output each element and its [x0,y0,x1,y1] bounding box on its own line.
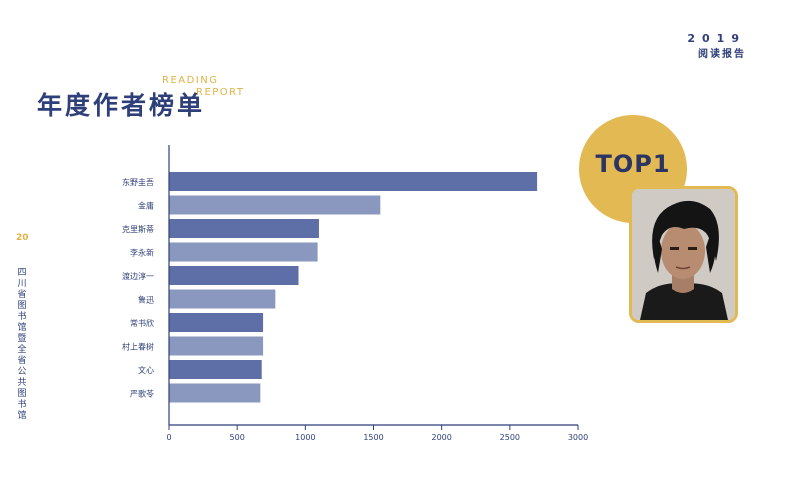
report-year: 2019 [687,32,746,45]
category-label: 村上春树 [122,342,154,352]
bar [169,195,381,215]
bar [169,289,276,309]
x-tick-label: 500 [230,433,245,442]
page-title: 年度作者榜单 [37,91,206,120]
report-subtitle: 阅读报告 [698,49,746,60]
category-label: 李永新 [130,248,154,258]
x-tick-label: 0 [166,433,171,442]
x-tick-label: 2000 [431,433,451,442]
category-label: 鲁迅 [138,295,154,305]
bar [169,172,538,191]
category-label: 东野圭吾 [122,177,154,187]
category-label: 克里斯蒂 [122,224,154,234]
title-english-line1: READING [162,75,219,86]
x-tick-label: 3000 [568,433,588,442]
bar [169,360,262,379]
bar [169,383,261,403]
title-english-line2: REPORT [196,87,245,98]
side-organization-label: 四川省图书馆暨全省公共图书馆 [17,268,27,421]
side-page-number: 20 [16,233,29,243]
category-label: 金庸 [138,201,154,211]
x-tick-label: 2500 [500,433,520,442]
author-photo [629,186,738,323]
bar [169,313,264,332]
x-tick-label: 1000 [295,433,315,442]
bar [169,242,318,262]
bar [169,336,264,356]
bar [169,266,299,285]
category-label: 严歌苓 [130,389,154,399]
bar [169,219,319,238]
author-portrait-image [632,189,735,320]
category-label: 常书欣 [130,318,154,328]
category-label: 渡边淳一 [122,271,154,281]
x-tick-label: 1500 [363,433,383,442]
top-badge-label: TOP1 [595,150,671,178]
category-label: 文心 [138,365,154,375]
